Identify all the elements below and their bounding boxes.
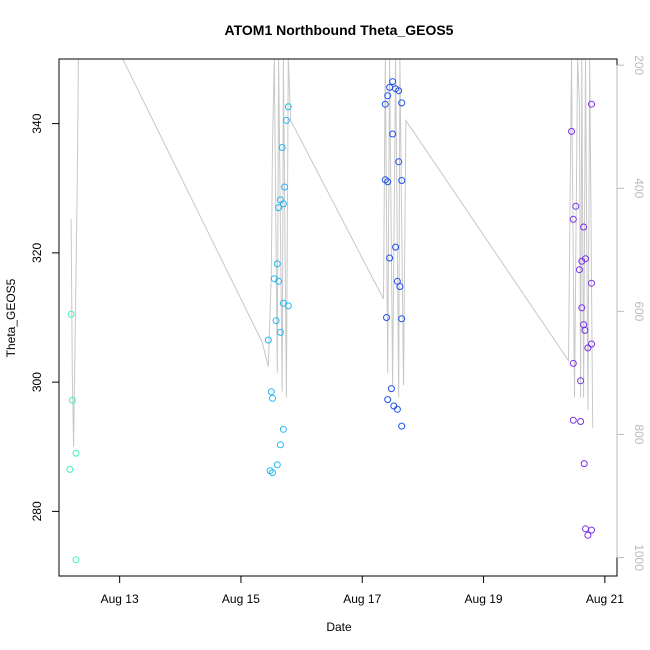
data-point xyxy=(581,326,589,334)
data-point xyxy=(387,385,395,393)
data-point xyxy=(384,92,392,100)
data-point xyxy=(398,422,406,430)
data-point xyxy=(276,441,284,449)
data-point xyxy=(588,340,595,348)
data-point xyxy=(276,328,284,336)
data-point xyxy=(67,310,75,318)
data-point xyxy=(278,144,286,151)
data-point xyxy=(588,100,595,108)
data-point xyxy=(398,99,406,107)
data-point xyxy=(282,116,290,124)
y2-tick-label: 800 xyxy=(632,424,646,444)
data-point xyxy=(72,449,80,457)
data-point xyxy=(275,277,283,285)
x-tick-label: Aug 19 xyxy=(465,592,503,606)
y2-tick-label: 400 xyxy=(632,178,646,198)
data-point xyxy=(584,531,592,539)
y2-tick-label: 600 xyxy=(632,301,646,321)
data-point xyxy=(393,405,401,413)
x-tick-label: Aug 17 xyxy=(343,592,381,606)
data-point xyxy=(582,255,589,263)
x-tick-label: Aug 21 xyxy=(586,592,624,606)
data-point xyxy=(572,202,580,210)
series-group xyxy=(568,100,595,539)
data-point xyxy=(575,266,583,274)
data-point xyxy=(384,178,392,186)
x-axis: Aug 13 Aug 15 Aug 17 Aug 19 Aug 21 xyxy=(101,575,624,606)
data-point xyxy=(569,359,577,367)
y-tick-label: 340 xyxy=(30,113,44,133)
data-point xyxy=(281,183,289,191)
series-group xyxy=(381,78,406,430)
data-point xyxy=(272,317,280,325)
x-tick-label: Aug 15 xyxy=(222,592,260,606)
y-tick-label: 300 xyxy=(30,372,44,392)
data-point xyxy=(577,377,585,385)
data-point xyxy=(386,254,394,262)
data-point xyxy=(269,394,276,402)
data-point xyxy=(383,314,390,321)
y2-tick-label: 200 xyxy=(632,55,646,75)
data-point xyxy=(264,336,272,344)
data-point xyxy=(284,103,292,111)
data-point xyxy=(279,425,287,433)
data-point xyxy=(267,388,275,396)
data-point xyxy=(569,416,577,424)
data-point xyxy=(275,204,283,212)
data-point xyxy=(279,200,287,208)
data-point xyxy=(578,304,586,312)
data-point xyxy=(580,223,588,231)
data-point xyxy=(389,130,397,138)
data-point xyxy=(395,158,403,166)
data-point xyxy=(269,469,276,477)
data-point xyxy=(396,283,404,290)
data-point xyxy=(398,177,406,184)
data-point xyxy=(68,396,76,404)
data-point xyxy=(284,302,292,310)
data-point xyxy=(569,215,577,223)
data-point xyxy=(584,344,592,352)
data-point xyxy=(273,461,281,469)
series-group xyxy=(66,310,80,564)
data-point xyxy=(392,243,400,251)
scatter-points-group xyxy=(66,78,595,564)
y-axis-right: 200 400 600 800 1000 xyxy=(616,55,646,571)
x-axis-label: Date xyxy=(326,620,352,634)
data-point xyxy=(580,460,588,468)
y-axis-label: Theta_GEOS5 xyxy=(4,278,18,357)
data-point xyxy=(389,78,397,86)
data-point xyxy=(398,315,406,323)
data-point xyxy=(381,100,389,108)
data-point xyxy=(577,418,585,425)
chart-title: ATOM1 Northbound Theta_GEOS5 xyxy=(225,22,454,38)
data-point xyxy=(588,526,595,534)
data-point xyxy=(66,465,74,473)
data-point xyxy=(568,127,575,135)
pressure-trace-line xyxy=(70,58,594,447)
y-tick-label: 320 xyxy=(30,243,44,263)
data-point xyxy=(395,87,403,95)
y2-tick-label: 1000 xyxy=(632,544,646,571)
series-group xyxy=(264,103,292,477)
data-point xyxy=(384,396,392,404)
data-point xyxy=(72,556,80,564)
data-point xyxy=(588,279,595,287)
y-axis-left: 280 300 320 340 xyxy=(30,113,60,521)
data-point xyxy=(273,260,281,268)
y-tick-label: 280 xyxy=(30,501,44,521)
x-tick-label: Aug 13 xyxy=(101,592,139,606)
